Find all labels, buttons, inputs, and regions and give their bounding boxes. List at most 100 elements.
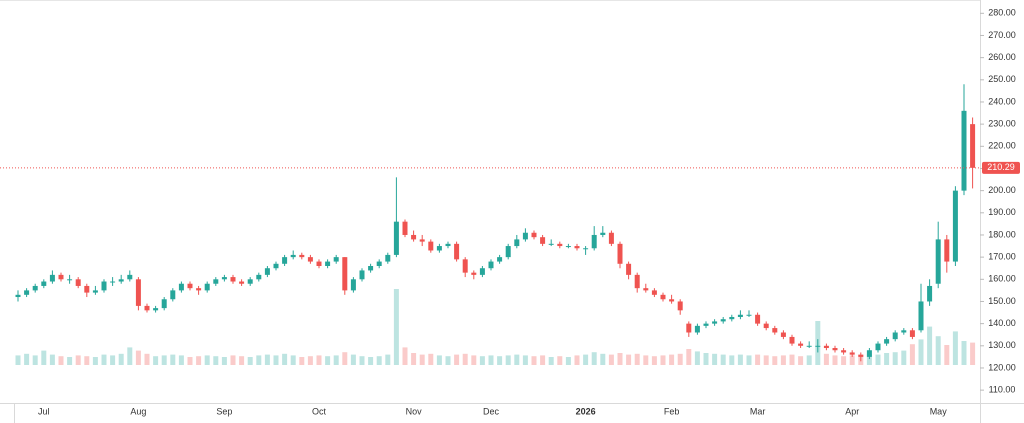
candle-body	[798, 343, 804, 346]
volume-bar	[462, 353, 468, 365]
candle-body	[342, 257, 348, 291]
volume-bar	[798, 356, 804, 365]
candle-body	[944, 239, 950, 262]
volume-bar	[875, 354, 881, 365]
y-tick-label: 270.00	[988, 30, 1016, 40]
candle-body	[772, 328, 778, 333]
x-tick-label: Jul	[38, 406, 50, 416]
volume-bar	[540, 355, 546, 365]
volume-bar	[135, 350, 141, 365]
volume-bar	[892, 352, 898, 365]
volume-bar	[789, 354, 795, 365]
volume-bar	[264, 354, 270, 365]
volume-bar	[617, 353, 623, 365]
candle-body	[204, 283, 210, 291]
candle-body	[316, 261, 322, 266]
candle-body	[350, 279, 356, 291]
candle-body	[626, 263, 632, 275]
volume-bar	[49, 354, 55, 365]
candle-body	[436, 246, 442, 251]
volume-bar	[342, 352, 348, 365]
volume-bar	[909, 344, 915, 365]
candle-body	[49, 274, 55, 282]
candle-body	[755, 314, 761, 324]
volume-bar	[101, 354, 107, 365]
candle-body	[557, 243, 563, 247]
volume-bar	[393, 289, 399, 365]
candle-body	[909, 330, 915, 337]
candle-body	[488, 261, 494, 269]
candle-body	[935, 239, 941, 284]
volume-bar	[884, 353, 890, 365]
candle-body	[368, 266, 374, 271]
y-tick-label: 260.00	[988, 52, 1016, 62]
volume-bar	[935, 336, 941, 365]
x-tick-label: Mar	[750, 406, 766, 416]
candle-body	[540, 237, 546, 244]
candle-body	[471, 272, 477, 275]
candle-body	[333, 257, 339, 262]
volume-bar	[479, 356, 485, 365]
candle-body	[815, 345, 821, 347]
volume-bar	[350, 354, 356, 365]
volume-bar	[634, 353, 640, 365]
candle-body	[970, 124, 976, 168]
volume-bar	[84, 356, 90, 365]
candle-body	[531, 232, 537, 238]
x-tick-label: Apr	[845, 406, 859, 416]
x-tick-label: Sep	[216, 406, 232, 416]
candle-body	[402, 221, 408, 235]
volume-bar	[557, 356, 563, 365]
volume-bar	[694, 351, 700, 365]
candle-body	[462, 259, 468, 273]
candle-body	[32, 285, 38, 291]
candle-body	[763, 323, 769, 329]
candle-body	[118, 279, 124, 282]
volume-bar	[755, 354, 761, 365]
candle-body	[144, 305, 150, 311]
candle-body	[127, 274, 133, 280]
candle-body	[479, 268, 485, 275]
candle-body	[24, 290, 30, 295]
candle-body	[669, 299, 675, 302]
candle-body	[823, 345, 829, 349]
candle-body	[737, 314, 743, 317]
volume-bar	[118, 353, 124, 365]
y-tick-label: 160.00	[988, 274, 1016, 284]
candle-body	[247, 279, 253, 284]
candle-body	[901, 330, 907, 333]
volume-bar	[703, 353, 709, 365]
candle-body	[84, 285, 90, 293]
candle-body	[385, 254, 391, 262]
candle-body	[565, 246, 571, 248]
candle-body	[660, 294, 666, 300]
volume-bar	[841, 356, 847, 365]
volume-bar	[75, 355, 81, 365]
candle-body	[591, 234, 597, 249]
volume-bar	[153, 356, 159, 365]
volume-bar	[712, 353, 718, 365]
volume-bar	[970, 342, 976, 365]
volume-bar	[522, 355, 528, 365]
volume-bar	[256, 355, 262, 365]
candle-body	[634, 274, 640, 289]
candle-body	[359, 270, 365, 280]
candle-body	[677, 301, 683, 311]
candle-body	[67, 279, 73, 281]
candle-body	[789, 336, 795, 344]
volume-bar	[720, 354, 726, 365]
volume-bar	[918, 339, 924, 365]
volume-bar	[178, 355, 184, 365]
candle-body	[884, 339, 890, 344]
candle-body	[522, 232, 528, 240]
candle-body	[651, 290, 657, 295]
y-tick-label: 170.00	[988, 252, 1016, 262]
candle-body	[92, 290, 98, 293]
candle-body	[643, 288, 649, 291]
volume-bar	[204, 355, 210, 365]
candle-body	[135, 279, 141, 306]
volume-bar	[67, 357, 73, 365]
candle-body	[299, 254, 305, 258]
candle-body	[548, 243, 554, 245]
volume-bar	[32, 355, 38, 365]
